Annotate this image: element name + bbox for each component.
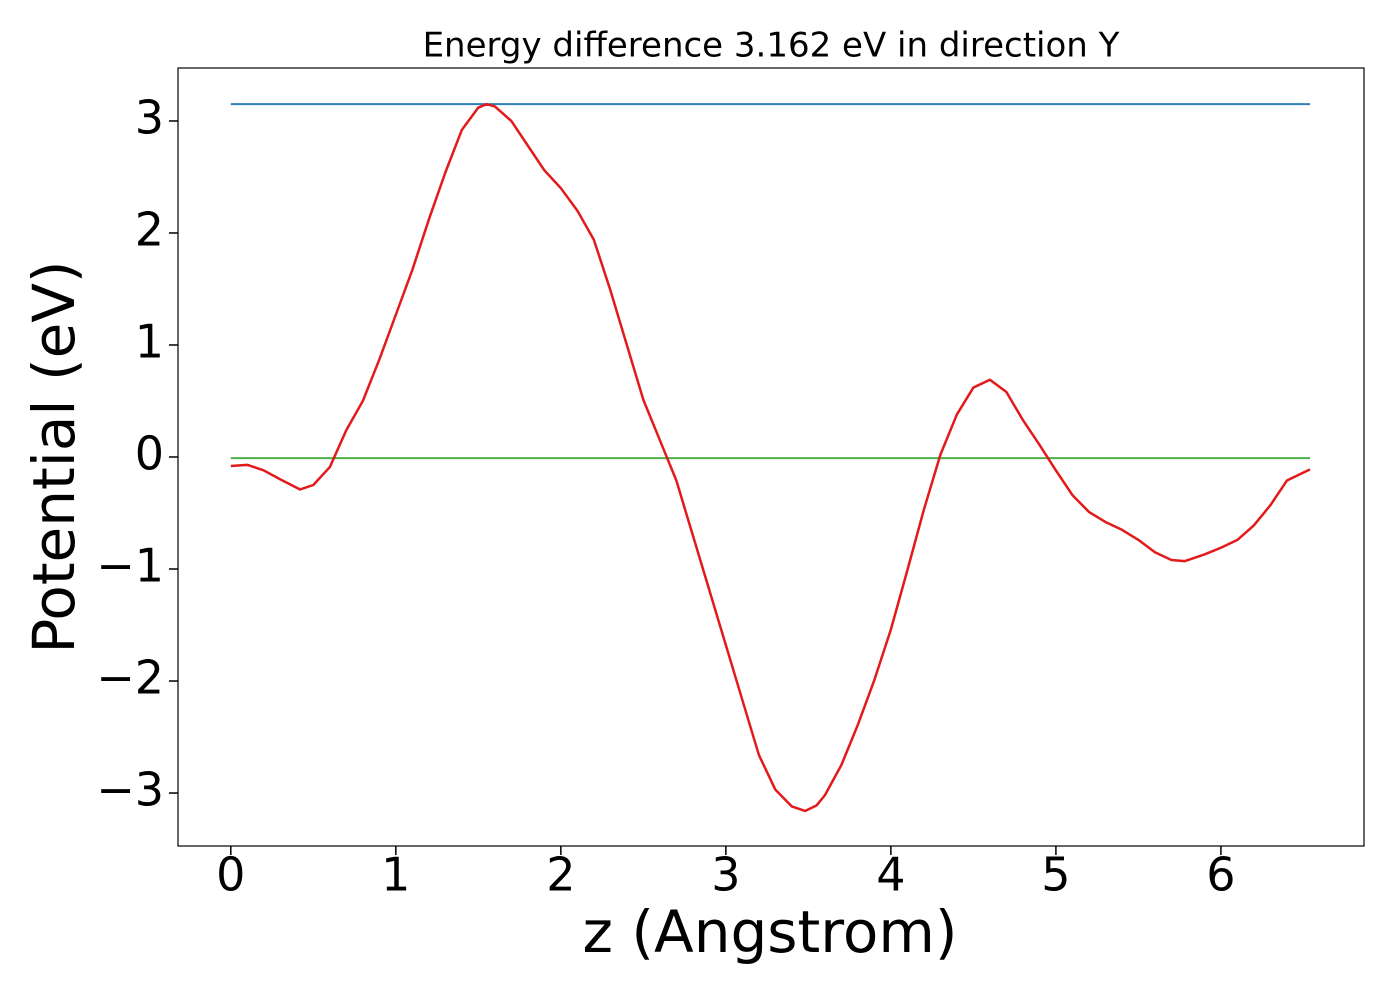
x-tick-label: 2 xyxy=(546,848,575,902)
chart-title: Energy difference 3.162 eV in direction … xyxy=(423,26,1120,66)
x-tick-label: 5 xyxy=(1041,848,1070,902)
x-tick-label: 1 xyxy=(381,848,410,902)
y-tick-label: −1 xyxy=(96,539,164,593)
x-tick-label: 3 xyxy=(711,848,740,902)
y-tick-label: −2 xyxy=(96,651,164,705)
y-tick-label: 1 xyxy=(135,314,164,368)
y-tick-label: 0 xyxy=(135,427,164,481)
plot-frame xyxy=(177,67,1365,847)
y-tick-label: −3 xyxy=(96,763,164,817)
y-tick-label: 2 xyxy=(135,202,164,256)
data-line xyxy=(230,102,1311,813)
x-axis-label: z (Angstrom) xyxy=(583,898,958,966)
x-tick-label: 0 xyxy=(216,848,245,902)
x-tick-label: 4 xyxy=(876,848,905,902)
y-tick-label: 3 xyxy=(135,90,164,144)
x-tick-label: 6 xyxy=(1206,848,1235,902)
y-axis-label: Potential (eV) xyxy=(20,260,88,653)
